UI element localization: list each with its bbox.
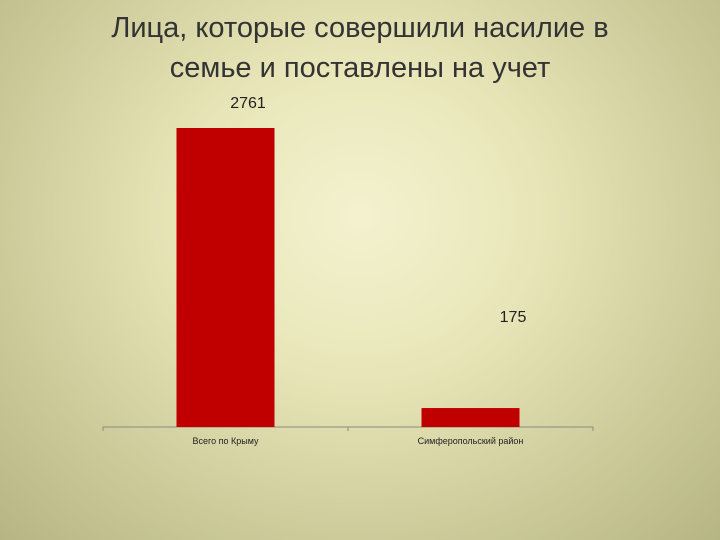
- data-label-2: 175: [500, 309, 527, 326]
- slide-title-line-1: Лица, которые совершили насилие в: [111, 12, 609, 44]
- category-label-2: Симферопольский район: [418, 436, 524, 446]
- bar-1: [176, 128, 275, 427]
- category-label-1: Всего по Крыму: [193, 436, 259, 446]
- slide-title: Лица, которые совершили насилие в семье …: [60, 8, 660, 88]
- bar-2: [421, 408, 520, 427]
- slide-title-line-2: семье и поставлены на учет: [169, 52, 551, 84]
- data-label-1: 2761: [230, 95, 266, 112]
